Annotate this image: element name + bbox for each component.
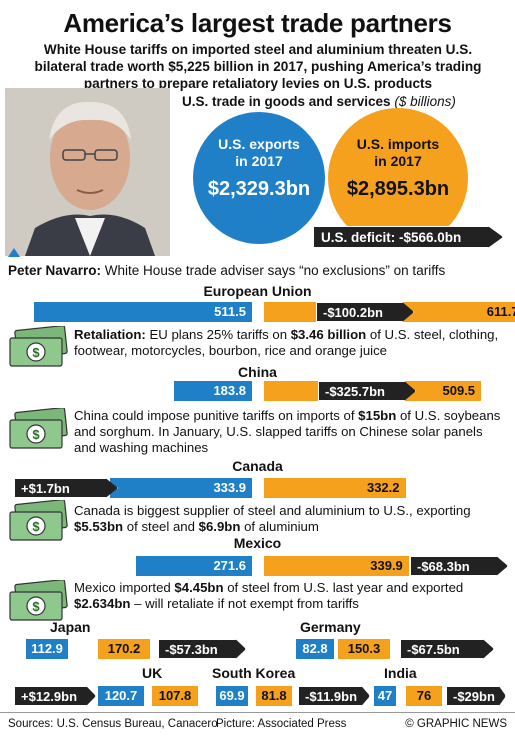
eu-retaliation-note: Retaliation: EU plans 25% tariffs on $3.…	[74, 327, 499, 358]
footer-sources: Sources: U.S. Census Bureau, Canacero	[8, 718, 218, 730]
balance-arrow-japan: -$57.3bn	[158, 639, 246, 659]
us-deficit-arrow: U.S. deficit: -$566.0bn	[313, 226, 503, 248]
exports-bar-germany: 82.8	[296, 639, 334, 659]
svg-text:$: $	[32, 427, 40, 442]
caption-text: White House trade adviser says “no exclu…	[101, 263, 446, 278]
imports-bubble-value: $2,895.3bn	[346, 178, 450, 200]
mexico-note: Mexico imported $4.45bn of steel from U.…	[74, 580, 464, 611]
exports-bubble: U.S. exports in 2017 $2,329.3bn	[193, 112, 325, 244]
country-label-mexico: Mexico	[233, 535, 282, 551]
footer-publisher: © GRAPHIC NEWS	[405, 718, 507, 730]
china-note: China could impose punitive tariffs on i…	[74, 408, 501, 455]
trade-summary-header: U.S. trade in goods and services ($ bill…	[182, 94, 456, 109]
exports-bar-japan: 112.9	[26, 639, 68, 659]
balance-arrow-uk: +$12.9bn	[14, 686, 96, 706]
page-title: America’s largest trade partners	[63, 8, 452, 38]
exports-bubble-label: U.S. exports in 2017	[218, 136, 300, 169]
exports-bar-india: 47	[374, 686, 396, 706]
country-label-germany: Germany	[300, 619, 361, 635]
svg-text:$: $	[32, 599, 40, 614]
exports-bar-south-korea: 69.9	[216, 686, 248, 706]
balance-arrow-mexico: -$68.3bn	[410, 556, 508, 576]
exports-bar-china: 183.8	[173, 381, 252, 401]
imports-bar-mexico: 339.9	[264, 556, 409, 576]
imports-bubble: U.S. imports in 2017 $2,895.3bn	[328, 108, 468, 248]
imports-bar-japan: 170.2	[98, 639, 150, 659]
money-icon: $	[6, 407, 68, 452]
imports-bar-canada: 332.2	[264, 478, 406, 498]
canada-note: Canada is biggest supplier of steel and …	[74, 503, 471, 534]
exports-bar-mexico: 271.6	[136, 556, 252, 576]
footer-picture-credit: Picture: Associated Press	[216, 718, 347, 730]
caption-name: Peter Navarro:	[8, 263, 102, 278]
exports-bubble-value: $2,329.3bn	[207, 178, 311, 200]
country-label-japan: Japan	[50, 619, 91, 635]
svg-text:$: $	[32, 519, 40, 534]
country-label-european-union: European Union	[203, 283, 312, 299]
country-label-uk: UK	[142, 665, 163, 681]
country-label-china: China	[238, 364, 277, 380]
balance-arrow-germany: -$67.5bn	[400, 639, 494, 659]
imports-bar-india: 76	[406, 686, 442, 706]
country-label-canada: Canada	[232, 458, 283, 474]
imports-bar-uk: 107.8	[152, 686, 198, 706]
balance-arrow-south-korea: -$11.9bn	[298, 686, 370, 706]
balance-arrow-european-union: -$100.2bn	[316, 302, 414, 322]
balance-arrow-canada: +$1.7bn	[14, 478, 118, 498]
page-subtitle: White House tariffs on imported steel an…	[34, 42, 482, 91]
country-label-india: India	[384, 665, 417, 681]
caption-pointer-icon	[8, 248, 20, 257]
imports-bar-south-korea: 81.8	[256, 686, 292, 706]
money-icon: $	[6, 579, 68, 624]
exports-bar-uk: 120.7	[98, 686, 144, 706]
balance-arrow-india: -$29bn	[446, 686, 506, 706]
balance-arrow-china: -$325.7bn	[318, 381, 416, 401]
imports-bubble-label: U.S. imports in 2017	[356, 136, 440, 169]
money-icon: $	[6, 325, 68, 370]
country-label-south-korea: South Korea	[212, 665, 296, 681]
footer: Sources: U.S. Census Bureau, Canacero Pi…	[0, 712, 515, 736]
exports-bar-canada: 333.9	[109, 478, 252, 498]
trade-summary-title: U.S. trade in goods and services	[182, 94, 391, 109]
money-icon: $	[6, 499, 68, 544]
trade-summary-unit: ($ billions)	[394, 94, 456, 109]
photo-caption: Peter Navarro: White House trade adviser…	[8, 263, 445, 278]
svg-text:$: $	[32, 345, 40, 360]
exports-bar-european-union: 511.5	[34, 302, 252, 322]
portrait-photo	[5, 88, 170, 256]
imports-bar-germany: 150.3	[338, 639, 390, 659]
